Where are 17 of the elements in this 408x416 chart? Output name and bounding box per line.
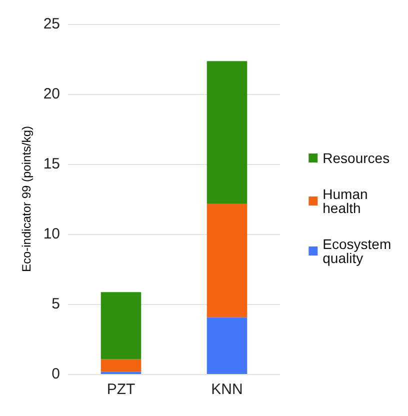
legend-label: Resources <box>322 150 390 166</box>
y-tick-label: 15 <box>43 156 60 172</box>
bar <box>206 204 248 318</box>
y-tick-label: 0 <box>52 366 60 382</box>
x-tick-label: KNN <box>211 381 243 398</box>
bar <box>206 61 248 204</box>
bar <box>100 292 142 360</box>
y-tick-label: 5 <box>52 296 60 312</box>
y-axis-title: Eco-indicator 99 (points/kg) <box>19 126 34 272</box>
y-tick-label: 10 <box>43 226 60 242</box>
x-tick-label: PZT <box>106 381 136 398</box>
legend-label: Human health <box>322 186 372 216</box>
y-tick-label: 25 <box>43 16 60 32</box>
y-tick-label: 20 <box>43 86 60 102</box>
legend-label: Ecosystem quality <box>322 236 396 266</box>
bar <box>206 317 248 374</box>
bar <box>100 359 142 372</box>
